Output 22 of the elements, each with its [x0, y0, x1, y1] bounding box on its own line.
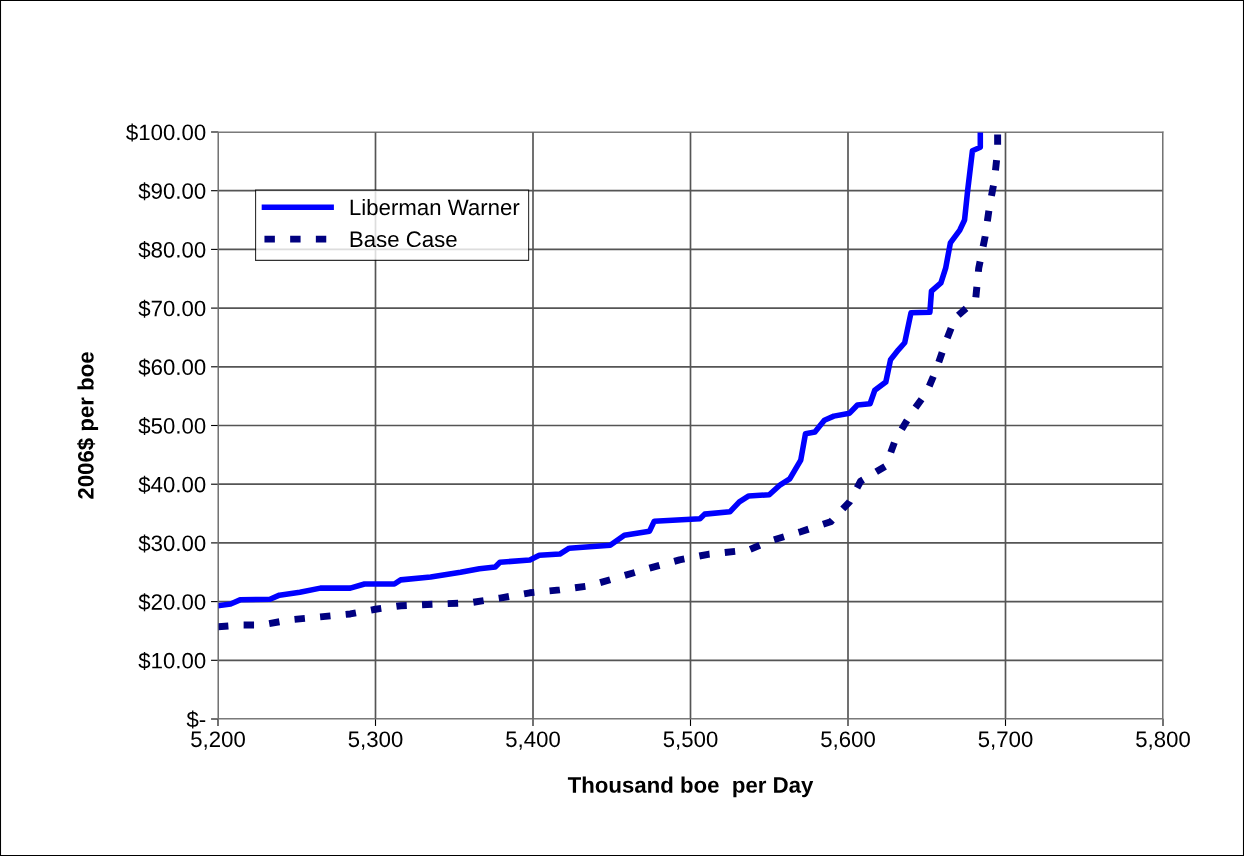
x-tick-label: 5,600: [821, 731, 875, 750]
y-axis-title: 2006$ per boe: [76, 352, 99, 499]
y-tick-label: $20.00: [138, 593, 206, 612]
y-tick-label: $-: [186, 710, 206, 729]
y-tick-label: $40.00: [138, 475, 206, 494]
y-tick-label: $60.00: [138, 358, 206, 377]
x-tick-label: 5,400: [506, 731, 560, 750]
y-tick-label: $10.00: [138, 651, 206, 670]
legend-label: Liberman Warner: [350, 198, 520, 216]
y-tick-label: $90.00: [138, 182, 206, 201]
x-tick-label: 5,300: [348, 731, 403, 750]
y-tick-label: $30.00: [138, 534, 206, 553]
y-tick-label: $100.00: [126, 123, 206, 142]
y-tick-label: $50.00: [138, 417, 206, 436]
y-tick-label: $70.00: [138, 299, 206, 318]
y-tick-label: $80.00: [138, 241, 206, 259]
x-tick-label: 5,200: [191, 731, 245, 750]
x-tick-label: 5,800: [1136, 731, 1190, 750]
x-axis-title: Thousand boe per Day: [567, 776, 814, 798]
x-tick-label: 5,700: [978, 731, 1033, 750]
x-tick-label: 5,500: [663, 731, 718, 750]
legend-label: Base Case: [350, 231, 457, 248]
